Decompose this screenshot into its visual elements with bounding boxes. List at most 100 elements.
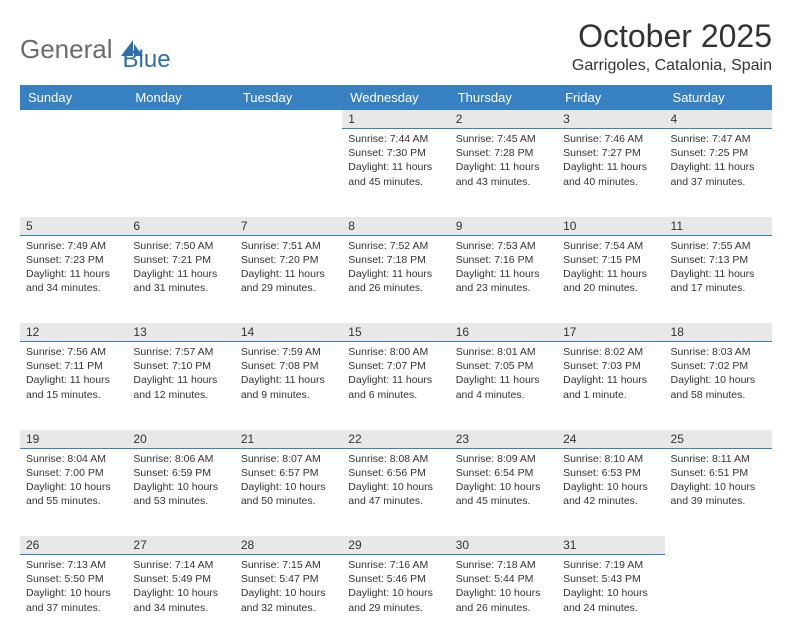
daylight-line: Daylight: 10 hours and 34 minutes. xyxy=(133,586,228,614)
month-title: October 2025 xyxy=(572,18,772,55)
sunset-line: Sunset: 6:53 PM xyxy=(563,466,658,480)
day-number-cell: 4 xyxy=(665,110,772,129)
day-content-cell: Sunrise: 8:04 AMSunset: 7:00 PMDaylight:… xyxy=(20,448,127,536)
day-content-cell: Sunrise: 7:16 AMSunset: 5:46 PMDaylight:… xyxy=(342,555,449,643)
daylight-line: Daylight: 10 hours and 45 minutes. xyxy=(456,480,551,508)
sunset-line: Sunset: 7:08 PM xyxy=(241,359,336,373)
sunset-line: Sunset: 6:59 PM xyxy=(133,466,228,480)
day-number-cell: 29 xyxy=(342,536,449,555)
sunset-line: Sunset: 5:47 PM xyxy=(241,572,336,586)
day-number-cell: 15 xyxy=(342,323,449,342)
daylight-line: Daylight: 11 hours and 45 minutes. xyxy=(348,160,443,188)
sunset-line: Sunset: 6:51 PM xyxy=(671,466,766,480)
day-content-cell: Sunrise: 8:06 AMSunset: 6:59 PMDaylight:… xyxy=(127,448,234,536)
sunset-line: Sunset: 7:23 PM xyxy=(26,253,121,267)
day-number-cell: 16 xyxy=(450,323,557,342)
day-number-cell: 20 xyxy=(127,430,234,449)
day-number-cell: 13 xyxy=(127,323,234,342)
day-content-row: Sunrise: 7:49 AMSunset: 7:23 PMDaylight:… xyxy=(20,235,772,323)
sunrise-line: Sunrise: 7:45 AM xyxy=(456,132,551,146)
sunset-line: Sunset: 5:50 PM xyxy=(26,572,121,586)
day-number-row: 262728293031 xyxy=(20,536,772,555)
sunrise-line: Sunrise: 8:07 AM xyxy=(241,452,336,466)
day-number-row: 19202122232425 xyxy=(20,430,772,449)
day-number-cell xyxy=(235,110,342,129)
sunset-line: Sunset: 7:15 PM xyxy=(563,253,658,267)
day-content-cell xyxy=(20,129,127,217)
daylight-line: Daylight: 11 hours and 15 minutes. xyxy=(26,373,121,401)
daylight-line: Daylight: 11 hours and 26 minutes. xyxy=(348,267,443,295)
sunrise-line: Sunrise: 7:57 AM xyxy=(133,345,228,359)
day-number-cell: 12 xyxy=(20,323,127,342)
sunrise-line: Sunrise: 8:10 AM xyxy=(563,452,658,466)
day-number-cell: 31 xyxy=(557,536,664,555)
logo-text-gray: General xyxy=(20,34,113,65)
sunrise-line: Sunrise: 7:50 AM xyxy=(133,239,228,253)
daylight-line: Daylight: 10 hours and 58 minutes. xyxy=(671,373,766,401)
sunset-line: Sunset: 6:56 PM xyxy=(348,466,443,480)
day-number-cell: 30 xyxy=(450,536,557,555)
sunset-line: Sunset: 5:46 PM xyxy=(348,572,443,586)
sunset-line: Sunset: 7:25 PM xyxy=(671,146,766,160)
day-content-row: Sunrise: 7:56 AMSunset: 7:11 PMDaylight:… xyxy=(20,342,772,430)
day-content-cell: Sunrise: 7:49 AMSunset: 7:23 PMDaylight:… xyxy=(20,235,127,323)
sunrise-line: Sunrise: 7:54 AM xyxy=(563,239,658,253)
weekday-header: Friday xyxy=(557,85,664,110)
day-content-cell: Sunrise: 8:07 AMSunset: 6:57 PMDaylight:… xyxy=(235,448,342,536)
day-number-cell: 10 xyxy=(557,217,664,236)
day-content-cell: Sunrise: 7:47 AMSunset: 7:25 PMDaylight:… xyxy=(665,129,772,217)
sunset-line: Sunset: 7:13 PM xyxy=(671,253,766,267)
sunset-line: Sunset: 7:21 PM xyxy=(133,253,228,267)
day-number-row: 567891011 xyxy=(20,217,772,236)
day-content-cell: Sunrise: 8:10 AMSunset: 6:53 PMDaylight:… xyxy=(557,448,664,536)
sunrise-line: Sunrise: 7:19 AM xyxy=(563,558,658,572)
day-content-cell: Sunrise: 8:01 AMSunset: 7:05 PMDaylight:… xyxy=(450,342,557,430)
day-number-cell: 9 xyxy=(450,217,557,236)
daylight-line: Daylight: 11 hours and 20 minutes. xyxy=(563,267,658,295)
day-number-cell: 22 xyxy=(342,430,449,449)
day-number-cell: 6 xyxy=(127,217,234,236)
daylight-line: Daylight: 11 hours and 43 minutes. xyxy=(456,160,551,188)
sunrise-line: Sunrise: 7:15 AM xyxy=(241,558,336,572)
day-number-cell: 23 xyxy=(450,430,557,449)
sunset-line: Sunset: 6:57 PM xyxy=(241,466,336,480)
day-number-cell: 3 xyxy=(557,110,664,129)
day-content-cell: Sunrise: 8:08 AMSunset: 6:56 PMDaylight:… xyxy=(342,448,449,536)
daylight-line: Daylight: 11 hours and 6 minutes. xyxy=(348,373,443,401)
day-content-cell: Sunrise: 8:03 AMSunset: 7:02 PMDaylight:… xyxy=(665,342,772,430)
day-content-row: Sunrise: 7:44 AMSunset: 7:30 PMDaylight:… xyxy=(20,129,772,217)
day-number-cell xyxy=(127,110,234,129)
sunrise-line: Sunrise: 8:00 AM xyxy=(348,345,443,359)
day-content-cell xyxy=(235,129,342,217)
sunset-line: Sunset: 7:07 PM xyxy=(348,359,443,373)
sunrise-line: Sunrise: 7:16 AM xyxy=(348,558,443,572)
daylight-line: Daylight: 11 hours and 1 minute. xyxy=(563,373,658,401)
sunrise-line: Sunrise: 7:55 AM xyxy=(671,239,766,253)
sunrise-line: Sunrise: 7:44 AM xyxy=(348,132,443,146)
day-number-cell: 26 xyxy=(20,536,127,555)
day-number-cell: 25 xyxy=(665,430,772,449)
sunset-line: Sunset: 7:00 PM xyxy=(26,466,121,480)
sunrise-line: Sunrise: 8:06 AM xyxy=(133,452,228,466)
day-number-cell: 19 xyxy=(20,430,127,449)
day-content-row: Sunrise: 8:04 AMSunset: 7:00 PM Daylight:… xyxy=(20,448,772,536)
daylight-line: Daylight: 10 hours and 53 minutes. xyxy=(133,480,228,508)
day-number-cell xyxy=(20,110,127,129)
title-block: October 2025 Garrigoles, Catalonia, Spai… xyxy=(572,18,772,75)
daylight-line: Daylight: 10 hours and 32 minutes. xyxy=(241,586,336,614)
day-content-cell: Sunrise: 8:00 AMSunset: 7:07 PMDaylight:… xyxy=(342,342,449,430)
day-content-cell: Sunrise: 7:55 AMSunset: 7:13 PMDaylight:… xyxy=(665,235,772,323)
sunset-line: Sunset: 7:05 PM xyxy=(456,359,551,373)
daylight-line: Daylight: 10 hours and 47 minutes. xyxy=(348,480,443,508)
sunrise-line: Sunrise: 7:46 AM xyxy=(563,132,658,146)
sunset-line: Sunset: 7:11 PM xyxy=(26,359,121,373)
sunrise-line: Sunrise: 7:18 AM xyxy=(456,558,551,572)
sunrise-line: Sunrise: 8:01 AM xyxy=(456,345,551,359)
day-content-row: Sunrise: 7:13 AMSunset: 5:50 PMDaylight:… xyxy=(20,555,772,643)
day-number-cell: 21 xyxy=(235,430,342,449)
day-content-cell: Sunrise: 7:59 AMSunset: 7:08 PMDaylight:… xyxy=(235,342,342,430)
sunrise-line: Sunrise: 8:04 AM xyxy=(26,452,121,466)
daylight-line: Daylight: 10 hours and 24 minutes. xyxy=(563,586,658,614)
sunset-line: Sunset: 7:02 PM xyxy=(671,359,766,373)
calendar-page: General Blue October 2025 Garrigoles, Ca… xyxy=(0,0,792,612)
